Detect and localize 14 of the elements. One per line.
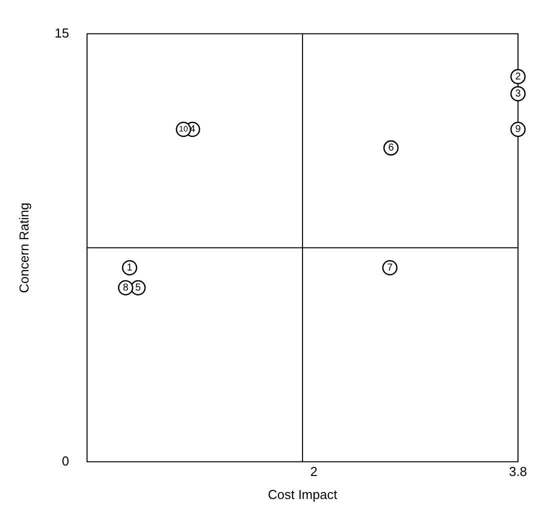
annotation: 9 <box>515 124 522 136</box>
y-axis-title: Concern Rating <box>16 202 32 293</box>
annotation: 3 <box>515 88 522 100</box>
annotation: 10 <box>179 124 188 134</box>
x-axis-title: Cost Impact <box>268 486 338 502</box>
annotation: 2 <box>515 71 522 82</box>
annotation: 1 <box>126 262 133 274</box>
y-tick-label: 0 <box>62 453 70 468</box>
y-tick-label: 15 <box>54 25 70 40</box>
annotation: 7 <box>387 262 394 274</box>
annotation: 6 <box>388 142 394 154</box>
annotation: 5 <box>135 282 142 294</box>
x-tick-label: 3.8 <box>508 464 528 480</box>
annotation: 8 <box>122 282 129 294</box>
